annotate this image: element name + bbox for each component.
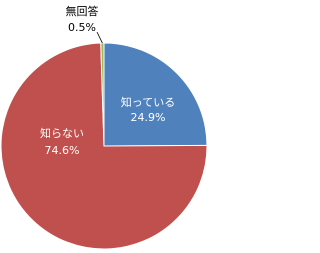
page: {"chart_data": {"type": "pie", "categori… [0,4,208,250]
slice-value: 24.9% [131,111,166,124]
slice-value: 74.6% [45,144,80,157]
slice-label: 無回答 [66,4,99,18]
slice-label: 知らない [40,126,84,140]
leader-line [96,31,103,44]
pie-slice [103,42,208,147]
pie-slice [0,42,208,250]
chart: 知っている 24.9% 知らない 74.6% 無回答 0.5% [0,4,208,250]
slice-value: 0.5% [68,21,96,34]
pie-slice [100,42,105,147]
slice-label: 知っている [121,95,175,109]
